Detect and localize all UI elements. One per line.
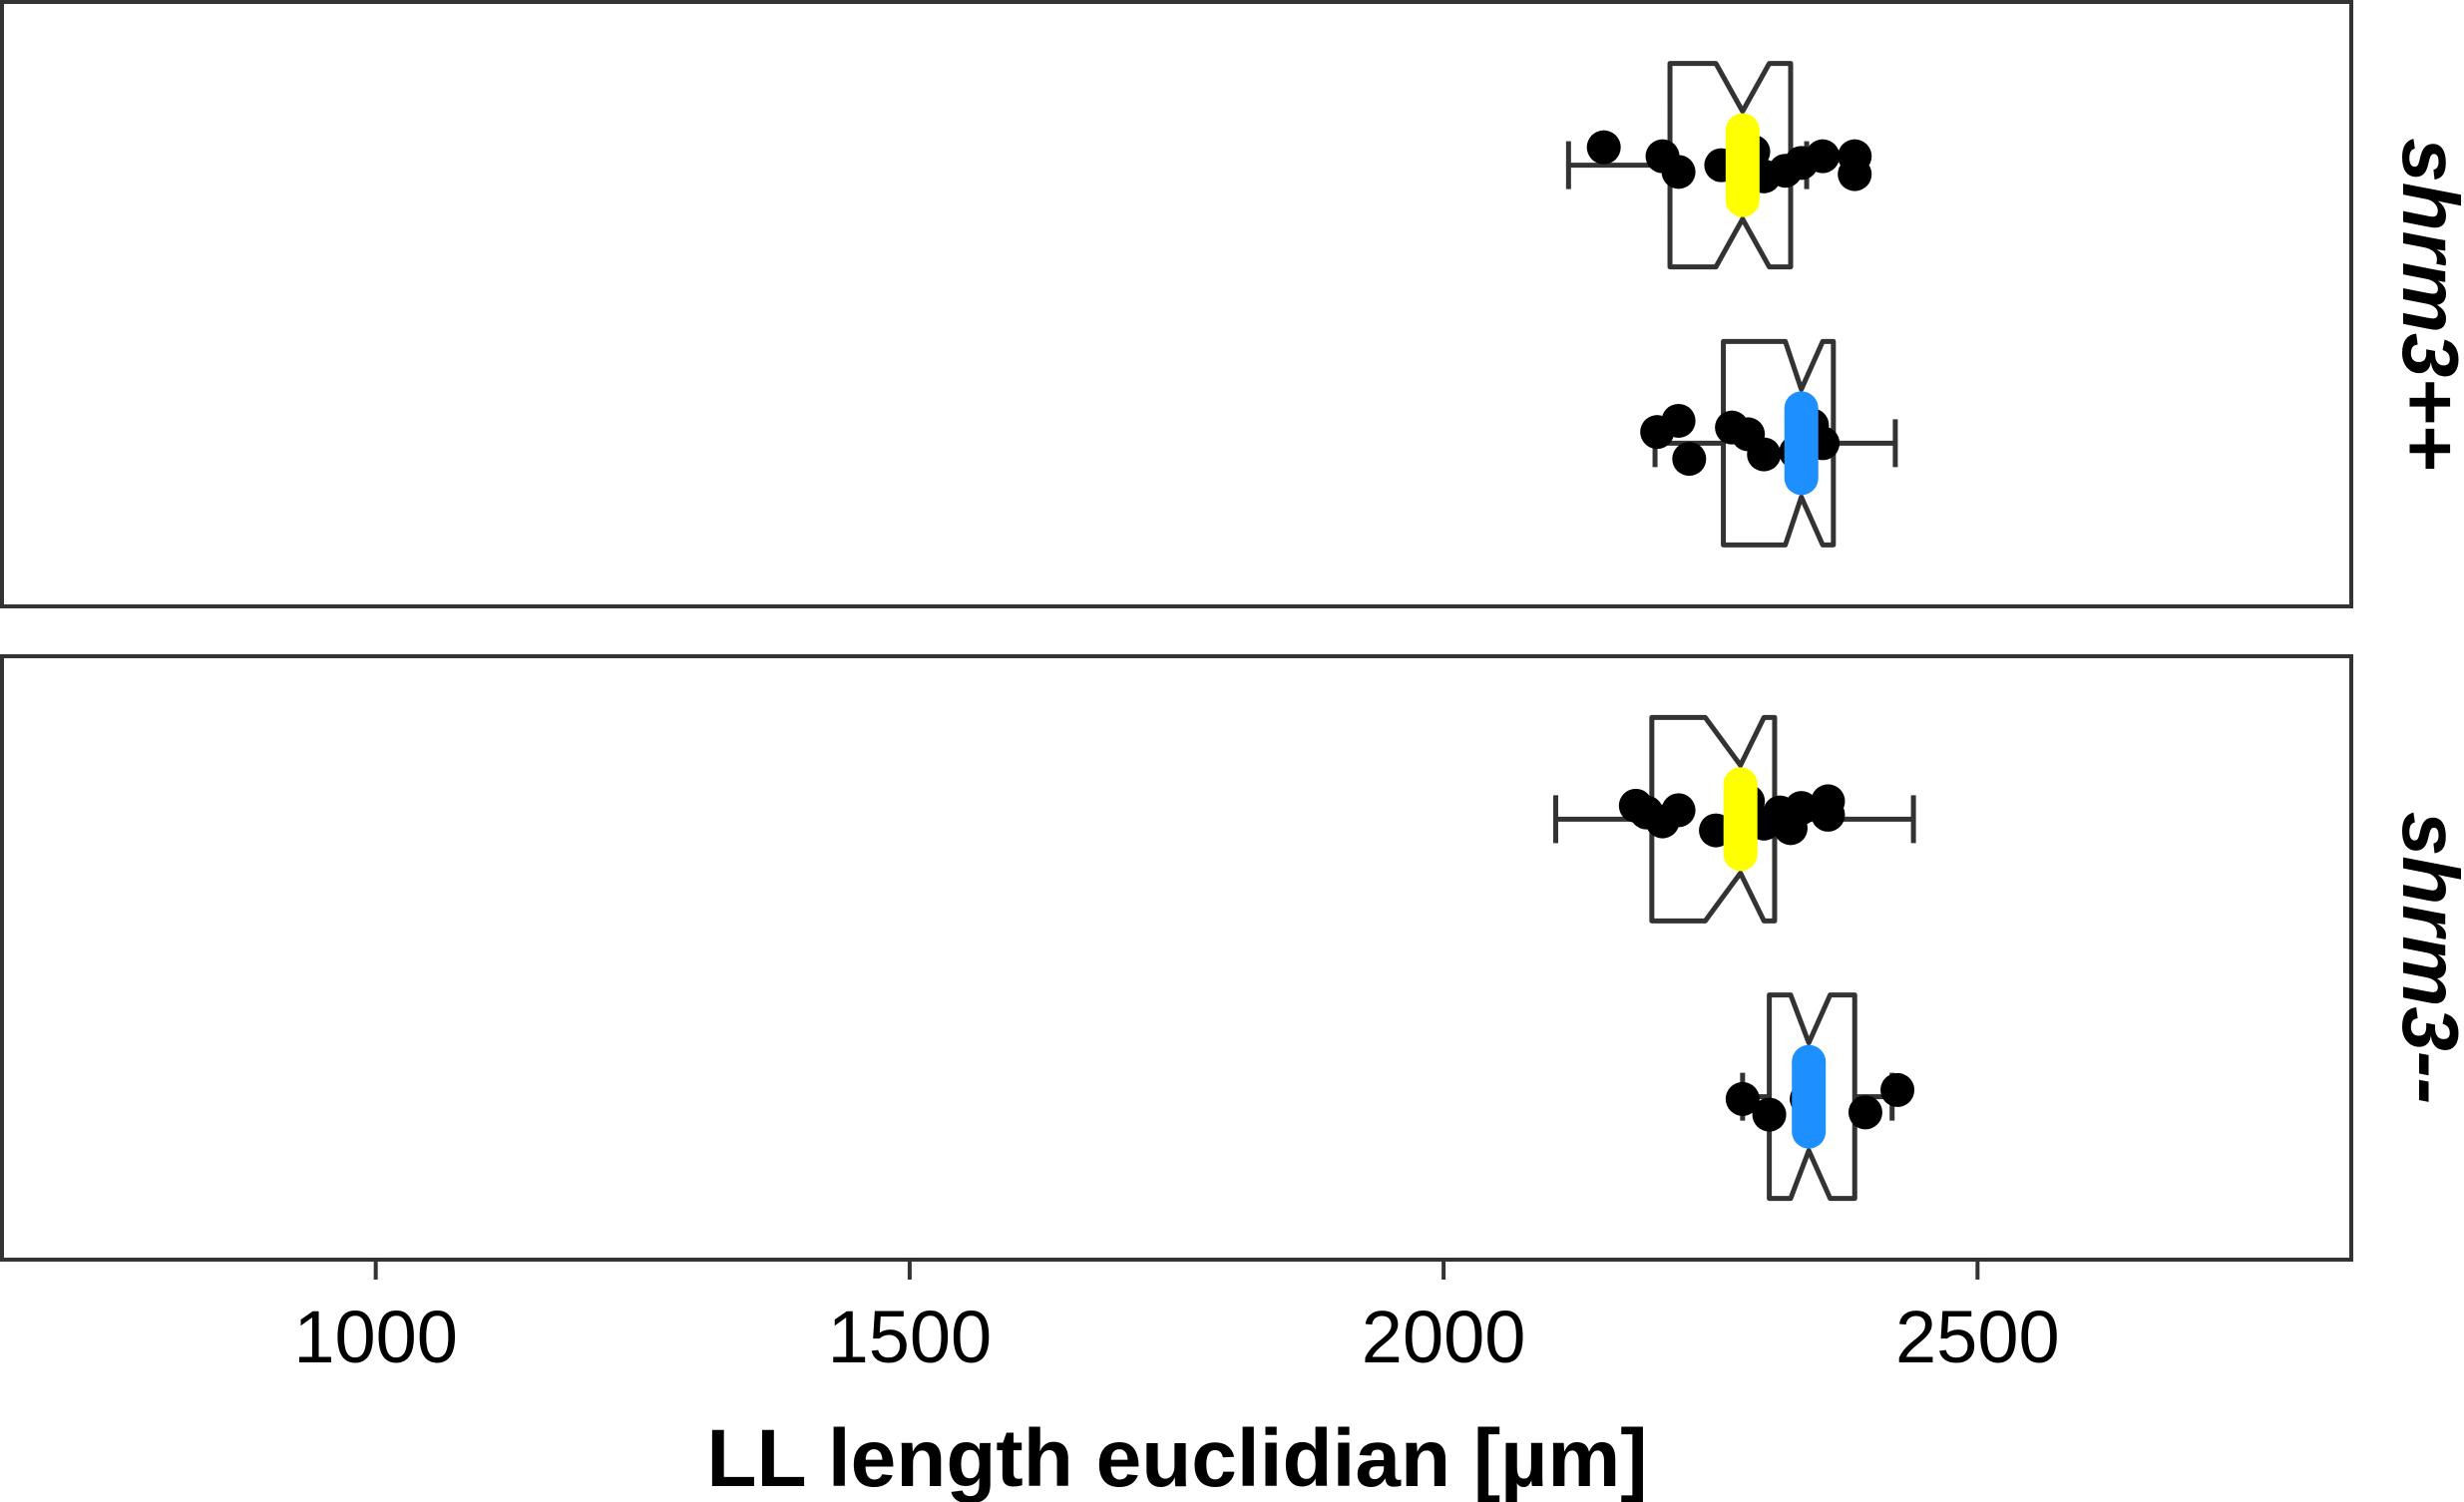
data-point: [1811, 797, 1846, 832]
box-group: [1553, 714, 1916, 924]
x-tick-label: 2500: [1895, 1296, 2060, 1378]
median-line: [1792, 1044, 1827, 1149]
data-point: [1880, 1072, 1915, 1107]
facet-panel: shrm3++: [0, 0, 2464, 608]
data-point: [1806, 139, 1841, 174]
x-tick-label: 2000: [1362, 1296, 1526, 1378]
data-point: [1784, 791, 1819, 826]
data-point: [1661, 793, 1696, 828]
box-outline: [1649, 714, 1778, 924]
data-point: [1672, 442, 1707, 477]
x-axis-title: LL length euclidian [µm]: [706, 1413, 1647, 1502]
median-line: [1723, 767, 1758, 872]
box-outline: [1767, 992, 1857, 1202]
facet-panels: shrm3++ shrm3--: [0, 0, 2464, 1262]
facet-label: shrm3++: [2386, 138, 2464, 471]
data-point: [1661, 403, 1696, 438]
box-group: [1565, 61, 1872, 270]
panel-border: [0, 0, 2353, 608]
data-point: [1838, 157, 1872, 191]
x-tick-label: 1500: [828, 1296, 993, 1378]
data-point: [1586, 130, 1621, 165]
median-line: [1784, 391, 1819, 496]
data-point: [1661, 155, 1696, 189]
data-point: [1747, 437, 1782, 472]
median-line: [1725, 113, 1760, 217]
facet-label: shrm3--: [2386, 812, 2464, 1104]
x-axis: 1000 1500 2000 2500: [293, 1260, 2060, 1378]
box-outline: [1721, 338, 1837, 548]
box-group: [1725, 992, 1915, 1202]
box-group: [1640, 338, 1898, 548]
box-outline: [1667, 61, 1794, 270]
panel-border: [0, 654, 2353, 1262]
facet-panel: shrm3--: [0, 654, 2464, 1262]
data-point: [1725, 1081, 1760, 1116]
x-tick-label: 1000: [293, 1296, 458, 1378]
data-point: [1848, 1095, 1882, 1130]
data-point: [1752, 1097, 1787, 1132]
